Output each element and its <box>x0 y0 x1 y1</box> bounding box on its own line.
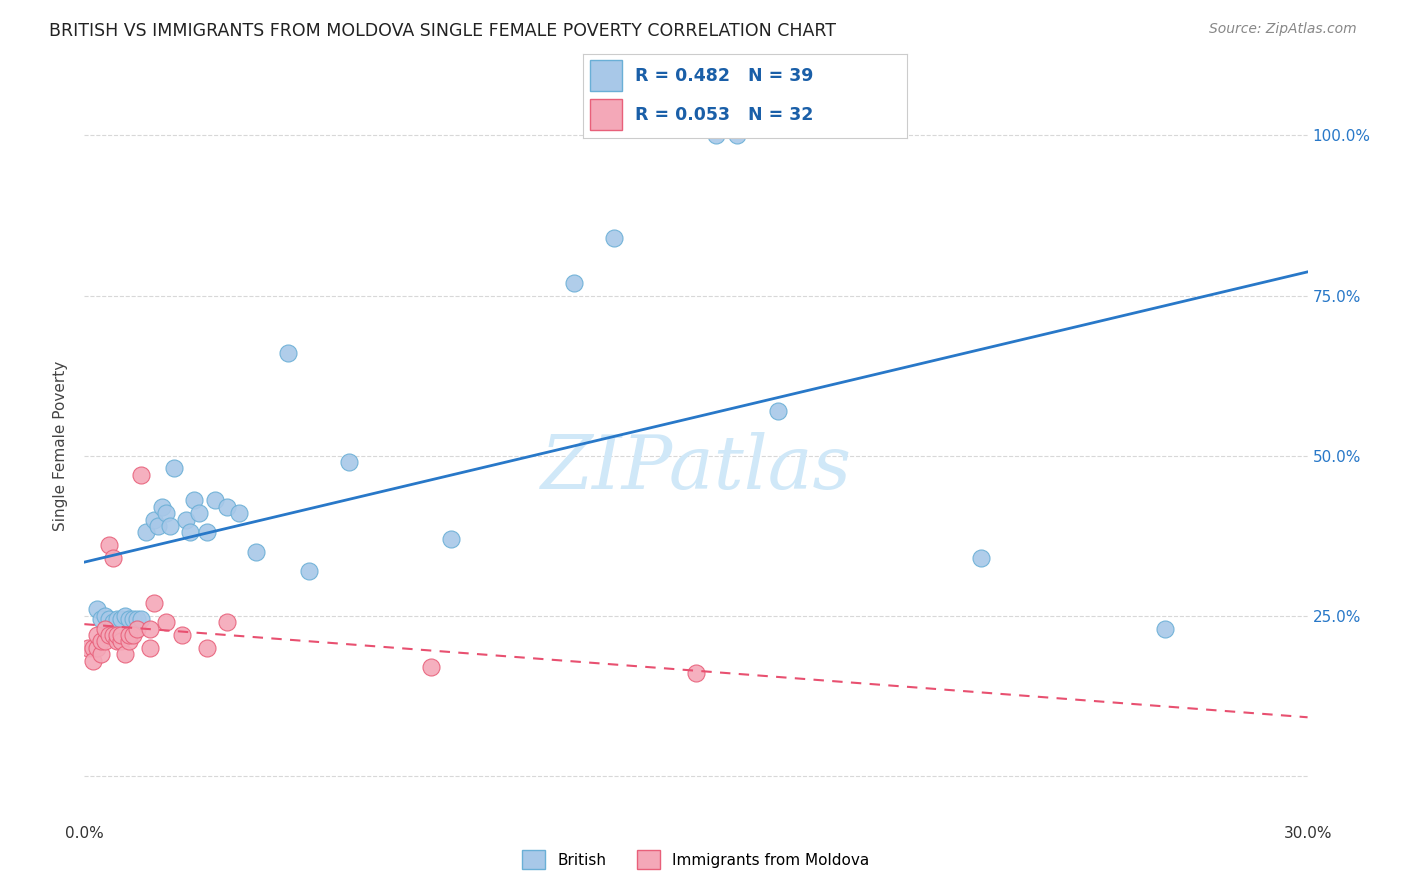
Point <box>110 634 132 648</box>
Point <box>146 519 169 533</box>
Point <box>77 640 100 655</box>
Point <box>163 461 186 475</box>
Point <box>440 532 463 546</box>
Point <box>179 525 201 540</box>
Point <box>114 647 136 661</box>
Y-axis label: Single Female Poverty: Single Female Poverty <box>53 361 69 531</box>
Point <box>138 622 160 636</box>
Point <box>131 467 153 482</box>
Point <box>706 128 728 143</box>
Point <box>725 128 748 143</box>
Point <box>142 513 165 527</box>
Point <box>82 640 104 655</box>
Point <box>766 404 789 418</box>
Point <box>245 544 267 558</box>
Point <box>118 628 141 642</box>
Point <box>114 608 136 623</box>
Point <box>298 564 321 578</box>
Point <box>131 612 153 626</box>
Point <box>93 622 115 636</box>
Text: R = 0.053   N = 32: R = 0.053 N = 32 <box>636 105 814 123</box>
Point <box>562 276 585 290</box>
Point <box>277 346 299 360</box>
Point <box>142 596 165 610</box>
Point <box>122 612 145 626</box>
Point <box>105 628 128 642</box>
Point <box>135 525 157 540</box>
Point <box>118 634 141 648</box>
Point <box>97 612 120 626</box>
Text: BRITISH VS IMMIGRANTS FROM MOLDOVA SINGLE FEMALE POVERTY CORRELATION CHART: BRITISH VS IMMIGRANTS FROM MOLDOVA SINGL… <box>49 22 837 40</box>
Point <box>420 660 443 674</box>
Point <box>97 628 120 642</box>
Point <box>195 640 218 655</box>
Point <box>110 628 132 642</box>
Point <box>155 615 177 629</box>
Text: Source: ZipAtlas.com: Source: ZipAtlas.com <box>1209 22 1357 37</box>
Point <box>172 628 194 642</box>
Point <box>93 634 115 648</box>
Point <box>97 538 120 552</box>
Point <box>217 615 239 629</box>
Point <box>159 519 181 533</box>
Point <box>101 628 124 642</box>
Point <box>86 602 108 616</box>
Point <box>150 500 173 514</box>
Point <box>82 654 104 668</box>
Point <box>93 608 115 623</box>
Point <box>86 640 108 655</box>
Legend: British, Immigrants from Moldova: British, Immigrants from Moldova <box>515 843 877 877</box>
Point <box>90 634 112 648</box>
Point <box>228 506 250 520</box>
Point <box>86 628 108 642</box>
Point <box>204 493 226 508</box>
Point <box>118 612 141 626</box>
Point <box>90 612 112 626</box>
Point <box>970 551 993 566</box>
Point <box>187 506 209 520</box>
Point <box>105 634 128 648</box>
Point <box>195 525 218 540</box>
Point <box>127 622 149 636</box>
FancyBboxPatch shape <box>591 61 623 91</box>
FancyBboxPatch shape <box>591 99 623 130</box>
Point <box>105 612 128 626</box>
Point <box>127 612 149 626</box>
Point <box>101 551 124 566</box>
Point <box>110 612 132 626</box>
Point <box>339 455 361 469</box>
Point <box>183 493 205 508</box>
Text: ZIPatlas: ZIPatlas <box>540 433 852 505</box>
Point <box>685 666 707 681</box>
Point <box>603 231 626 245</box>
Point <box>138 640 160 655</box>
Point <box>155 506 177 520</box>
Text: R = 0.482   N = 39: R = 0.482 N = 39 <box>636 67 814 85</box>
Point <box>217 500 239 514</box>
Point <box>1154 622 1177 636</box>
Point <box>174 513 197 527</box>
Point <box>90 647 112 661</box>
Point <box>122 628 145 642</box>
Point <box>101 615 124 629</box>
